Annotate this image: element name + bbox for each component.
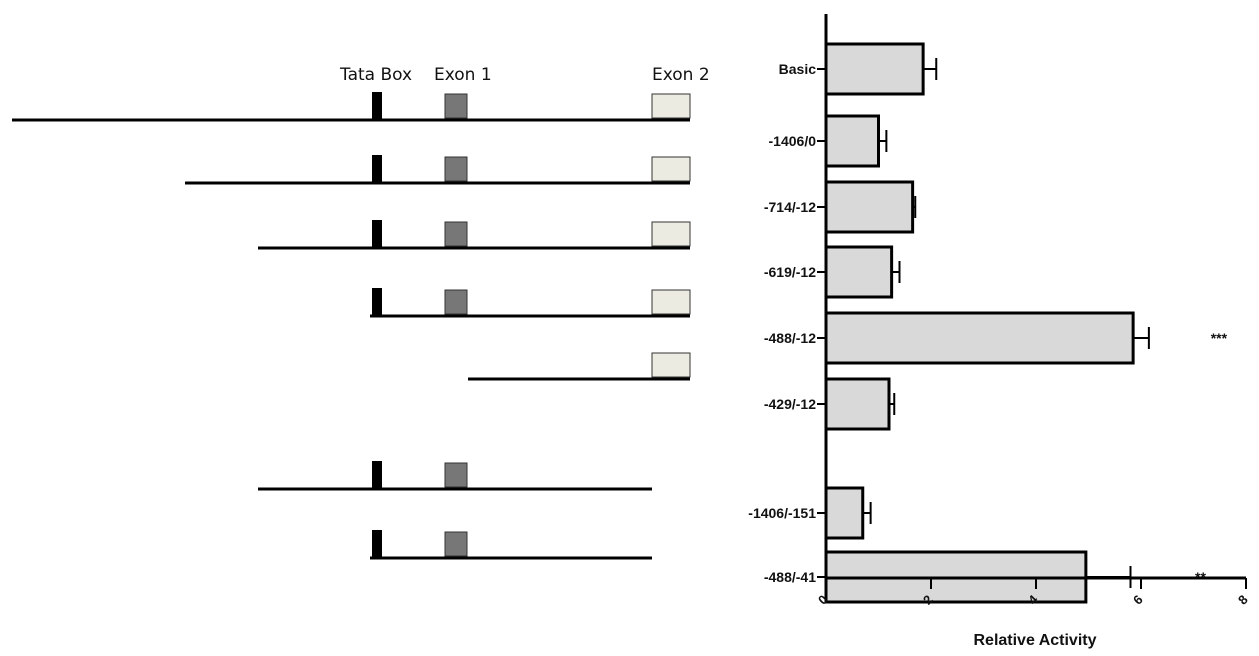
error-bar xyxy=(889,393,896,415)
construct-row xyxy=(468,352,691,381)
significance-mark: *** xyxy=(1211,330,1228,346)
construct-row xyxy=(185,155,691,185)
category-label: -1406/0 xyxy=(769,133,817,149)
error-bar xyxy=(891,261,901,283)
construct-row xyxy=(370,288,691,318)
construct-row xyxy=(258,461,652,491)
error-bar xyxy=(878,130,888,152)
significance-marks: ***** xyxy=(1195,330,1228,585)
tata-box-marker xyxy=(372,530,382,558)
exon2-box xyxy=(651,289,691,315)
exon2-box xyxy=(651,221,691,247)
error-bar xyxy=(912,196,917,218)
bar xyxy=(824,180,915,234)
promoter-construct-diagram: Tata Box Exon 1 Exon 2 xyxy=(12,65,710,560)
tata-box-marker xyxy=(372,155,382,183)
error-bar xyxy=(862,502,872,524)
exon1-header: Exon 1 xyxy=(434,65,492,85)
x-tick-label: 6 xyxy=(1130,592,1146,608)
exon2-box xyxy=(651,93,691,119)
bar xyxy=(824,245,894,299)
category-label: Basic xyxy=(779,61,817,77)
relative-activity-bar-chart: Basic -1406/0 -714/-12 -619/-12 -488/-12 -429… xyxy=(748,14,1251,649)
exon2-box xyxy=(651,156,691,182)
construct-rows xyxy=(12,92,691,560)
tata-box-marker xyxy=(372,220,382,248)
construct-row xyxy=(12,92,691,122)
category-label: -1406/-151 xyxy=(748,505,816,521)
exon1-box xyxy=(444,531,468,557)
significance-mark: ** xyxy=(1195,569,1206,585)
category-label: -619/-12 xyxy=(764,264,816,280)
tata-box-marker xyxy=(372,92,382,120)
bar xyxy=(824,486,865,540)
exon2-header: Exon 2 xyxy=(652,65,710,85)
exon1-box xyxy=(444,289,468,315)
bar xyxy=(824,311,1135,365)
category-labels: Basic -1406/0 -714/-12 -619/-12 -488/-12 -429… xyxy=(748,61,826,585)
bar xyxy=(824,377,891,431)
exon1-box xyxy=(444,462,468,488)
tata-box-marker xyxy=(372,461,382,489)
x-tick-label: 8 xyxy=(1235,592,1251,608)
error-bar xyxy=(1133,327,1150,349)
category-label: -488/-12 xyxy=(764,330,816,346)
bar xyxy=(824,114,880,168)
exon1-box xyxy=(444,156,468,182)
tata-box-marker xyxy=(372,288,382,316)
construct-row xyxy=(258,220,691,250)
exon2-box xyxy=(651,352,691,378)
x-axis-title: Relative Activity xyxy=(973,632,1096,649)
category-label: -429/-12 xyxy=(764,396,816,412)
exon1-box xyxy=(444,221,468,247)
bar-series xyxy=(824,42,1135,604)
construct-row xyxy=(370,530,652,560)
category-label: -488/-41 xyxy=(764,569,816,585)
exon1-box xyxy=(444,93,468,119)
category-label: -714/-12 xyxy=(764,199,816,215)
error-bar xyxy=(923,58,938,80)
tata-box-header: Tata Box xyxy=(339,65,412,85)
bar xyxy=(824,42,925,96)
